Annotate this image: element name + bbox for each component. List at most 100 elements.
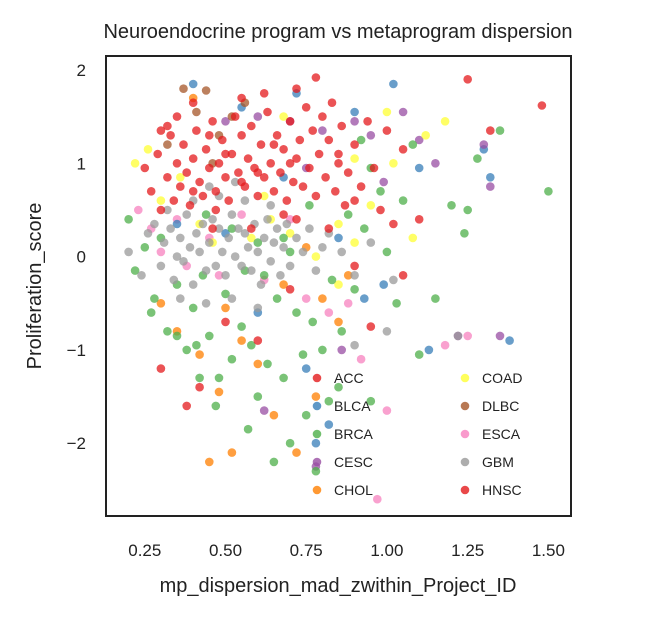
point-gbm (182, 210, 191, 219)
point-acc (205, 131, 214, 140)
point-chol (205, 457, 214, 467)
point-hnsc (218, 135, 227, 145)
point-brca (414, 350, 424, 359)
point-hnsc (389, 219, 398, 229)
point-gbm (221, 271, 230, 280)
point-cesc (253, 112, 263, 121)
legend-label-esca: ESCA (482, 426, 521, 442)
point-gbm (389, 275, 398, 285)
point-gbm (263, 215, 272, 224)
point-hnsc (208, 117, 217, 126)
point-brca (188, 303, 198, 313)
point-hnsc (198, 191, 208, 201)
point-hnsc (324, 224, 334, 233)
point-gbm (243, 243, 253, 252)
point-coad (334, 280, 343, 289)
point-hnsc (195, 177, 204, 187)
point-brca (192, 340, 201, 350)
point-gbm (195, 247, 204, 257)
point-hnsc (185, 201, 195, 210)
point-blca (301, 364, 311, 373)
x-tick-label: 1.00 (370, 541, 403, 560)
legend-label-hnsc: HNSC (482, 482, 522, 498)
point-dlbc (179, 84, 188, 93)
point-esca (214, 271, 224, 280)
point-hnsc (305, 163, 314, 173)
point-coad (366, 201, 376, 210)
point-gbm (266, 201, 276, 210)
legend-marker-coad (460, 373, 470, 383)
point-gbm (276, 271, 285, 280)
point-brca (172, 331, 182, 341)
point-gbm (211, 261, 221, 271)
y-tick-label: −1 (67, 341, 86, 360)
point-hnsc (343, 168, 353, 177)
point-blca (324, 420, 334, 429)
point-chol (311, 392, 321, 401)
point-hnsc (486, 126, 495, 135)
plot-area-frame (105, 55, 572, 517)
point-coad (176, 173, 185, 182)
point-acc (188, 187, 198, 196)
point-hnsc (263, 107, 272, 117)
legend: ACC BLCA BRCA CESC CHOL COAD DLBC ESCA GBM HNSC (312, 370, 522, 498)
point-esca (301, 294, 311, 303)
point-brca (227, 224, 237, 233)
point-brca (301, 410, 311, 420)
point-brca (279, 373, 288, 383)
point-hnsc (324, 135, 334, 145)
point-brca (311, 466, 321, 476)
point-coad (350, 238, 359, 247)
point-gbm (201, 299, 211, 308)
point-hnsc (276, 168, 285, 177)
point-chol (195, 350, 204, 359)
point-brca (201, 210, 211, 219)
chart-title: Neuroendocrine program vs metaprogram di… (103, 21, 572, 43)
point-acc (253, 336, 263, 345)
point-hnsc (327, 98, 337, 107)
point-gbm (350, 340, 359, 350)
point-gbm (366, 238, 376, 247)
point-hnsc (247, 121, 256, 131)
point-hnsc (234, 168, 243, 177)
point-cesc (479, 140, 489, 149)
point-brca (360, 224, 369, 233)
point-esca (440, 340, 450, 350)
point-hnsc (311, 73, 321, 82)
point-brca (253, 238, 263, 247)
point-hnsc (256, 140, 266, 149)
point-cesc (486, 182, 495, 191)
point-hnsc (321, 173, 330, 182)
point-gbm (201, 266, 211, 275)
point-esca (463, 331, 473, 341)
point-gbm (272, 224, 282, 233)
legend-label-dlbc: DLBC (482, 398, 519, 414)
point-hnsc (205, 163, 214, 173)
point-gbm (124, 247, 133, 257)
point-blca (486, 173, 495, 182)
point-gbm (176, 294, 185, 303)
point-esca (237, 210, 246, 219)
point-hnsc (356, 182, 366, 191)
x-tick-label: 0.75 (290, 541, 323, 560)
point-hnsc (350, 261, 359, 271)
point-gbm (285, 261, 295, 271)
point-dlbc (163, 140, 172, 149)
point-brca (398, 196, 408, 205)
point-gbm (227, 294, 237, 303)
point-cesc (431, 159, 440, 168)
point-brca (146, 308, 156, 317)
point-chol (269, 410, 279, 420)
series-chol (156, 93, 353, 467)
x-tick-label: 0.50 (209, 541, 242, 560)
point-hnsc (188, 154, 198, 163)
point-dlbc (201, 86, 211, 95)
point-brca (495, 126, 505, 135)
point-chol (253, 359, 263, 369)
point-cesc (337, 345, 347, 355)
point-blca (505, 336, 514, 345)
point-brca (308, 317, 318, 327)
point-brca (324, 396, 334, 406)
series-blca (172, 79, 514, 448)
point-gbm (143, 229, 153, 238)
